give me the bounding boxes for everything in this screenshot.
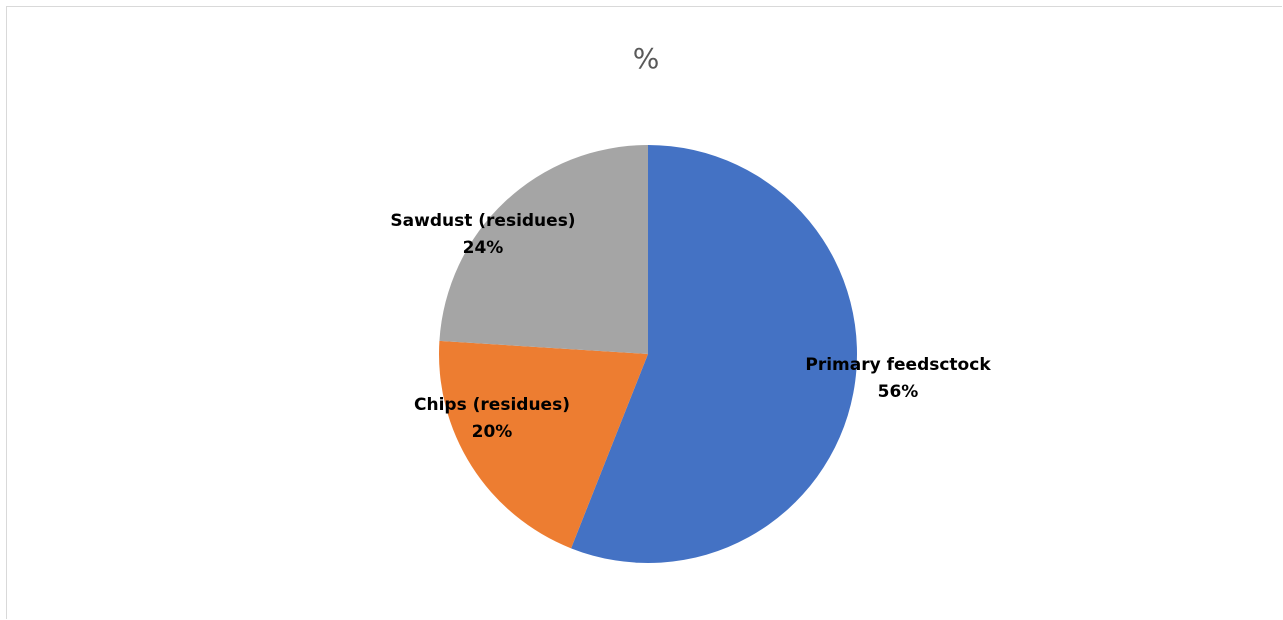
chart-area [6,6,1282,619]
data-labels: Primary feedsctock 56% Chips (residues) 20%… [390,211,991,442]
pie-slice-3 [439,145,648,354]
pie-slice-2 [438,340,648,549]
chart-title: % [633,42,660,75]
data-label-value-2: 20% [472,422,513,442]
data-label-value-3: 24% [463,238,504,258]
pie-slice-1 [571,145,858,563]
data-label-category-3: Sawdust (residues) [390,211,575,231]
data-label-category-2: Chips (residues) [414,395,570,415]
pie-slices [438,145,858,563]
data-label-category-1: Primary feedsctock [805,355,991,375]
data-label-value-1: 56% [878,382,919,402]
